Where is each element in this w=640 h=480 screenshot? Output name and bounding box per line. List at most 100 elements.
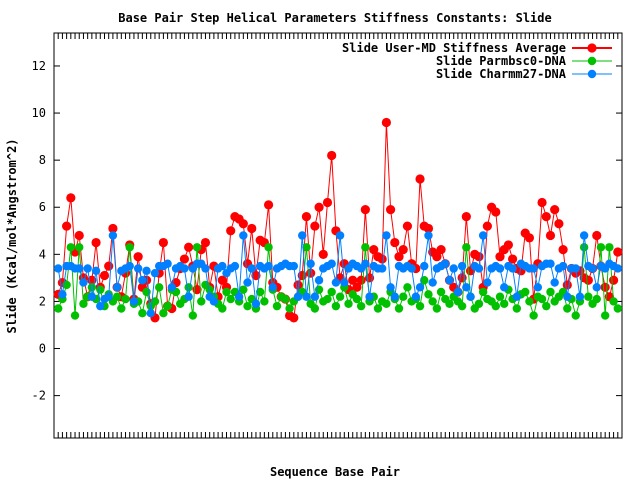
plot-frame <box>53 32 623 439</box>
data-point <box>550 278 559 287</box>
data-point <box>306 268 316 278</box>
data-point <box>121 294 130 304</box>
data-point <box>150 268 160 278</box>
data-point <box>592 294 601 304</box>
data-point <box>524 233 535 243</box>
legend-label: Slide User-MD Stiffness Average <box>342 41 566 55</box>
data-point <box>478 231 488 240</box>
data-point <box>441 259 450 268</box>
data-point <box>238 219 248 229</box>
data-point <box>310 292 320 301</box>
data-point <box>600 311 610 320</box>
data-point <box>142 266 151 276</box>
data-point <box>462 243 471 252</box>
data-point <box>390 237 400 248</box>
data-point <box>83 264 92 273</box>
data-point <box>209 297 219 306</box>
data-point <box>243 278 252 287</box>
data-point <box>411 292 421 301</box>
data-point <box>264 261 273 271</box>
data-point <box>302 292 311 301</box>
data-point <box>289 313 299 323</box>
data-point <box>415 174 425 184</box>
data-point <box>592 283 601 292</box>
data-point <box>125 261 134 271</box>
data-point <box>352 282 362 292</box>
chart-title: Base Pair Step Helical Parameters Stiffn… <box>118 11 551 25</box>
data-point <box>512 304 522 313</box>
data-point <box>218 304 227 313</box>
data-point <box>533 283 543 292</box>
y-tick-label: -2 <box>32 389 46 403</box>
data-point <box>399 292 408 301</box>
data-point <box>445 299 454 308</box>
data-point <box>385 205 396 215</box>
data-point <box>352 294 362 304</box>
data-point <box>584 292 593 301</box>
data-point <box>495 252 505 262</box>
data-point <box>133 252 143 262</box>
data-point <box>239 285 248 294</box>
data-point <box>163 259 172 268</box>
data-point <box>104 261 114 271</box>
data-point <box>87 292 97 301</box>
data-point <box>348 275 358 285</box>
data-point <box>306 259 315 268</box>
legend-label: Slide Parmbsc0-DNA <box>436 54 567 68</box>
data-point <box>264 243 273 252</box>
legend-label: Slide Charmm27-DNA <box>436 67 567 81</box>
data-point <box>386 283 395 292</box>
data-point <box>613 247 623 257</box>
data-point <box>609 297 618 306</box>
data-point <box>327 259 336 268</box>
data-point <box>575 292 585 301</box>
data-point <box>360 205 370 215</box>
data-point <box>521 287 530 297</box>
data-point <box>457 301 467 311</box>
data-point <box>390 292 399 301</box>
data-point <box>66 193 76 203</box>
data-point <box>226 226 236 236</box>
data-point <box>600 282 610 292</box>
data-point <box>499 299 509 308</box>
data-point <box>478 287 488 297</box>
series-0 <box>53 117 623 323</box>
data-point <box>503 240 513 250</box>
data-point <box>54 304 63 313</box>
data-point <box>112 292 122 301</box>
data-point <box>403 283 412 292</box>
data-point <box>356 275 366 285</box>
data-point <box>495 264 505 273</box>
data-point <box>251 270 261 281</box>
data-point <box>381 117 391 128</box>
data-point <box>138 309 147 318</box>
data-point <box>331 301 341 311</box>
data-point <box>285 304 294 313</box>
data-point <box>117 304 126 313</box>
data-point <box>466 292 475 301</box>
data-point <box>407 264 416 273</box>
data-point <box>546 259 555 268</box>
data-point <box>289 261 299 271</box>
data-point <box>377 264 387 273</box>
series-layer <box>53 117 623 323</box>
data-point <box>184 292 193 301</box>
data-point <box>251 299 261 308</box>
data-point <box>588 264 597 273</box>
data-point <box>428 297 437 306</box>
data-point <box>558 261 568 271</box>
data-point <box>415 301 425 311</box>
data-point <box>184 283 193 292</box>
data-point <box>150 297 160 306</box>
data-point <box>537 197 547 208</box>
data-point <box>298 231 307 240</box>
data-point <box>314 276 324 285</box>
data-point <box>301 212 312 222</box>
data-point <box>188 311 198 320</box>
data-point <box>327 287 336 297</box>
legend-swatch-marker <box>587 56 597 66</box>
data-point <box>596 243 606 252</box>
data-point <box>243 301 252 311</box>
data-point <box>222 287 231 297</box>
data-point <box>263 200 274 210</box>
